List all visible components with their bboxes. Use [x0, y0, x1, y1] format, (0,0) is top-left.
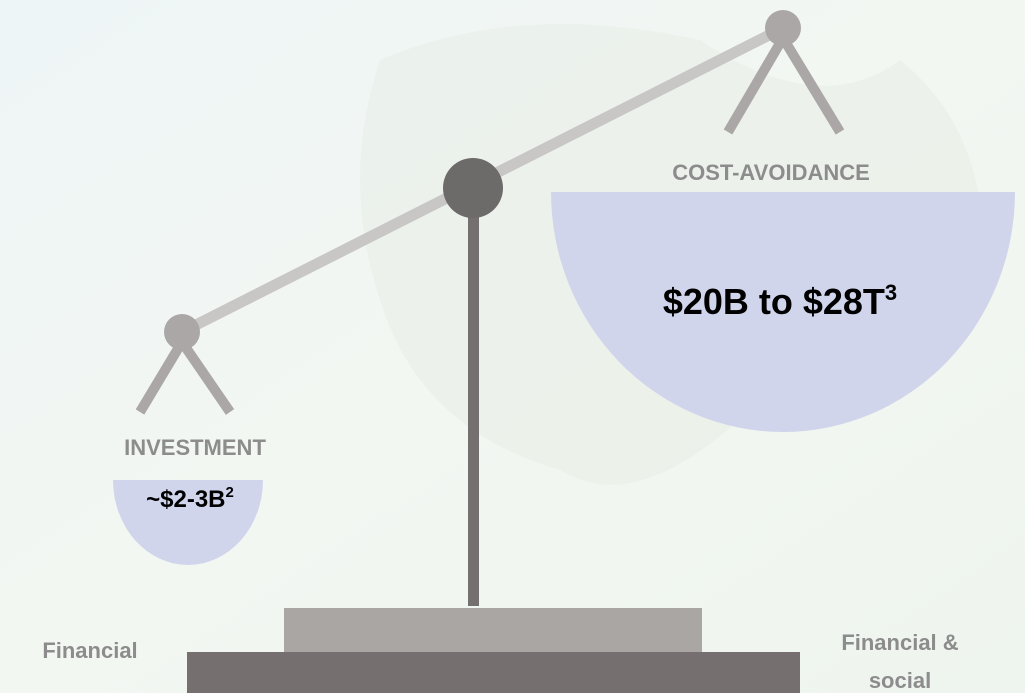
cost-avoidance-label: COST-AVOIDANCE — [672, 160, 870, 185]
cost-avoidance-value: $20B to $28T3 — [663, 280, 897, 322]
right-base-label: social — [869, 668, 931, 693]
footnote: 2 — [226, 484, 234, 501]
left-leg — [135, 339, 187, 415]
right-bowl — [551, 192, 1015, 432]
base-upper — [284, 608, 702, 652]
footnote: 3 — [885, 280, 897, 305]
value-text: $20B to $28T — [663, 281, 885, 322]
left-bowl — [113, 480, 263, 565]
right-leg — [723, 35, 788, 135]
investment-label: INVESTMENT — [124, 435, 266, 460]
value-text: ~$2-3B — [146, 486, 225, 513]
right-hinge — [765, 10, 801, 46]
post — [468, 190, 479, 606]
pivot — [443, 158, 503, 218]
left-base-label: Financial — [42, 638, 137, 663]
right-leg — [778, 35, 845, 135]
left-hinge — [164, 314, 200, 350]
left-leg — [177, 339, 235, 415]
base-lower — [187, 652, 800, 693]
investment-value: ~$2-3B2 — [146, 484, 234, 513]
right-base-label: Financial & — [841, 630, 958, 655]
